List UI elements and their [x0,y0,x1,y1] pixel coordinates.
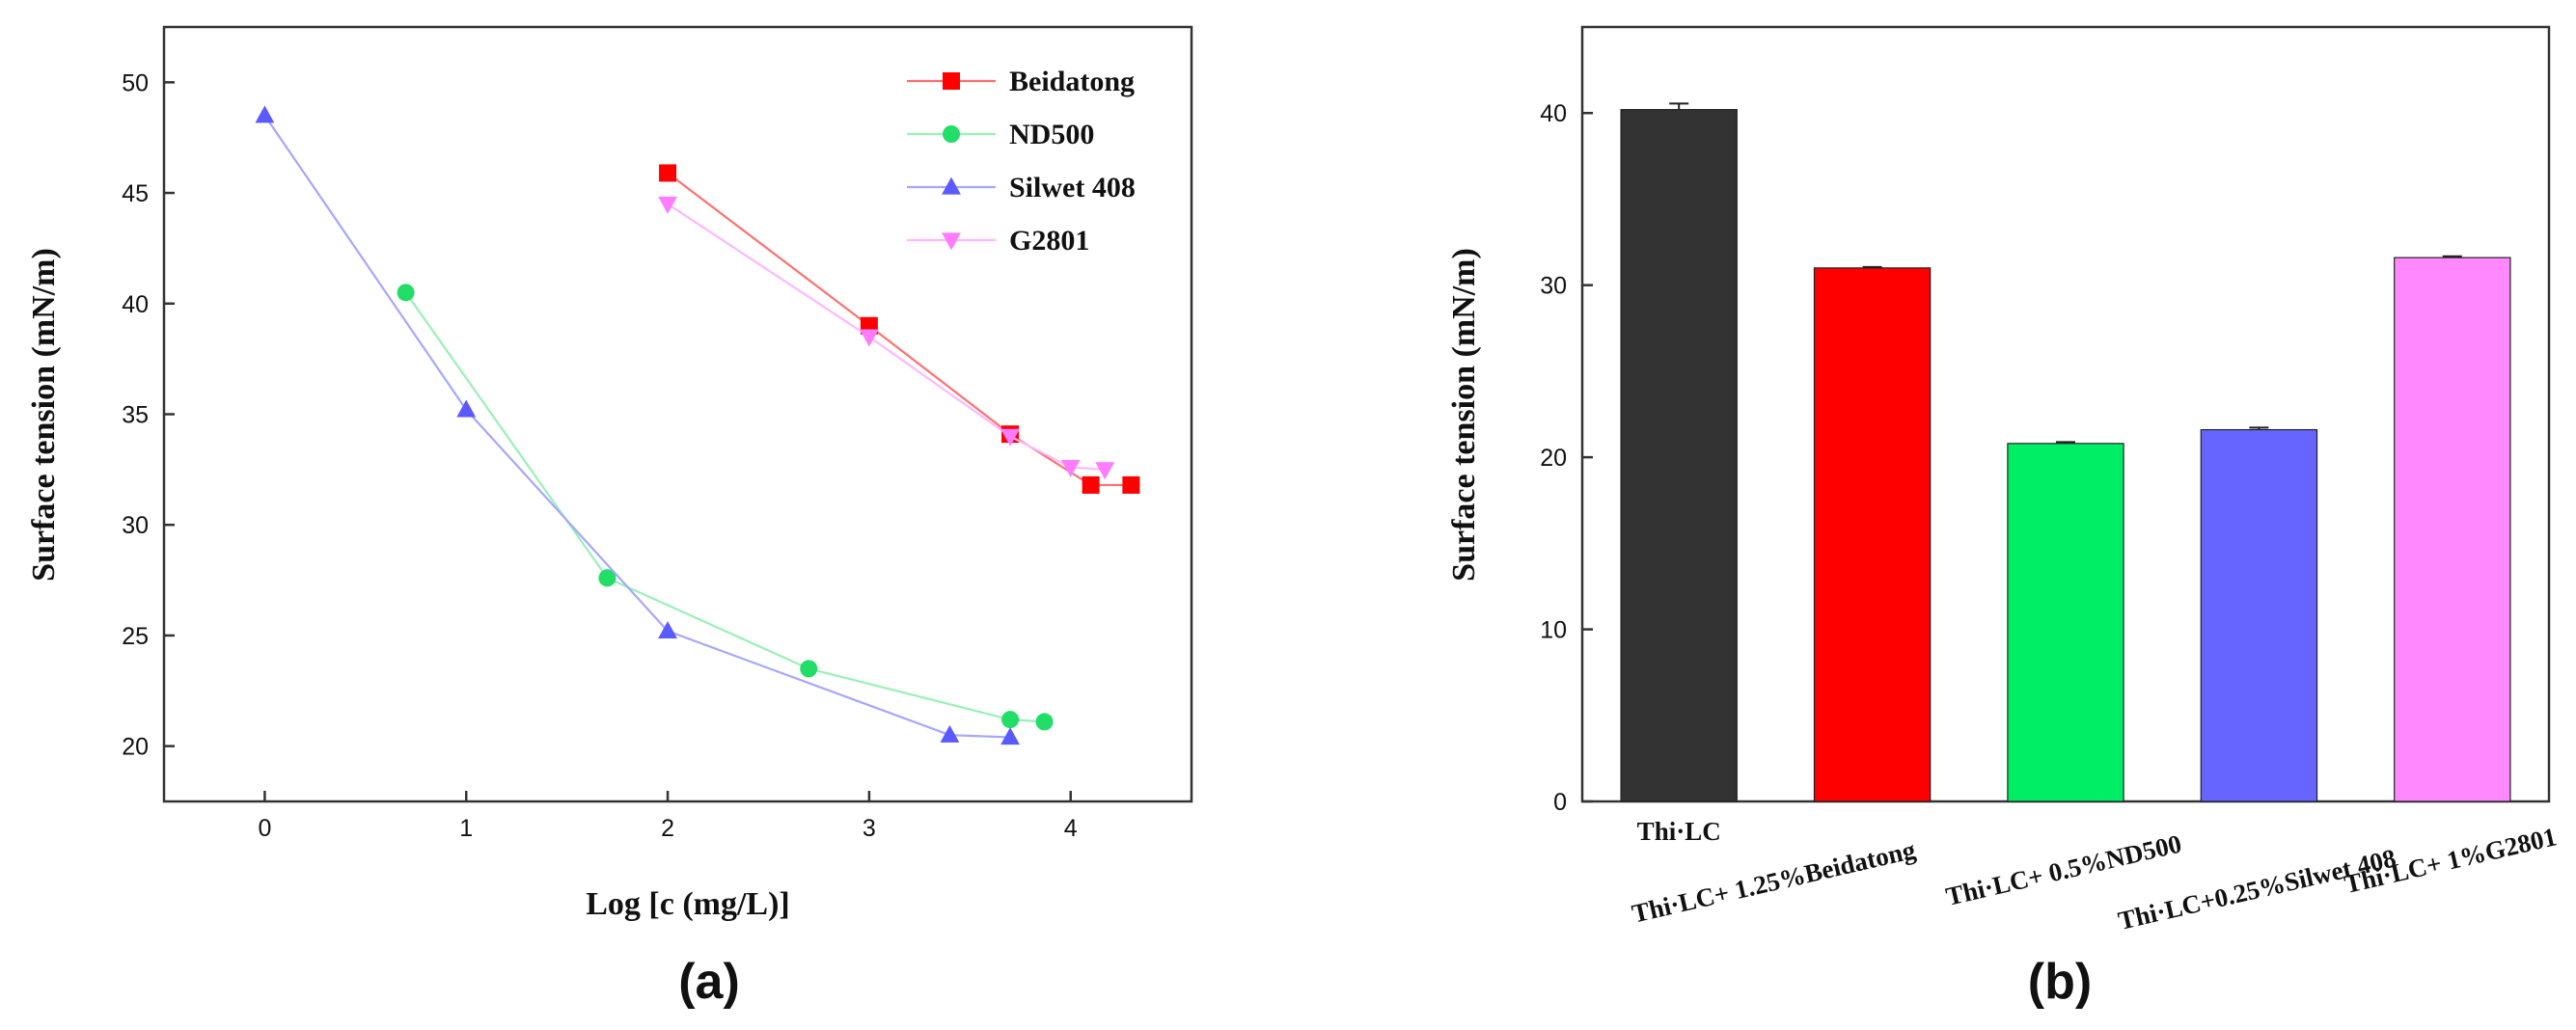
panel-label-b: (b) [2028,954,2092,1010]
legend-marker [942,232,961,251]
bar [2007,443,2124,802]
category-label: Thi·LC+ 1.25%Beidatong [1630,835,1919,929]
x-tick-label-a: 1 [459,815,473,842]
series-line [667,172,1132,487]
series-line [263,115,1011,739]
x-tick-label-a: 3 [863,815,876,842]
legend-marker [943,72,960,90]
data-point [1082,475,1100,494]
y-tick-label-b: 40 [1540,100,1567,127]
bar [2394,257,2511,802]
data-point [1060,459,1081,477]
data-point [940,724,960,743]
legend-marker [943,125,960,143]
data-point [1000,727,1020,745]
y-tick-label-a: 35 [122,402,149,429]
y-tick-label-b: 30 [1540,273,1567,300]
bar [1620,109,1738,802]
data-point [1122,475,1140,494]
y-tick-label-b: 20 [1540,445,1567,472]
data-point [1001,711,1020,729]
legend-label: G2801 [1009,225,1089,257]
y-tick-label-a: 45 [122,180,149,207]
data-point [598,569,617,587]
y-tick-label-a: 50 [122,69,149,96]
series-group-a [255,105,1140,745]
y-tick-label-b: 10 [1540,617,1567,644]
data-point [859,329,879,347]
y-tick-label-b: 0 [1553,789,1567,816]
axis-ticks-a: 0 1 2 3 4 20 25 30 35 40 45 50 [122,69,1078,842]
data-point [659,164,677,182]
data-point [1000,428,1020,447]
data-point [1035,713,1054,731]
y-axis-title-a: Surface tension (mN/m) [26,248,62,582]
y-tick-label-a: 30 [122,512,149,539]
data-point [255,105,275,123]
x-axis-title-a: Log [c (mg/L)] [586,886,790,922]
data-point [1095,462,1115,480]
legend-marker [942,176,961,195]
data-point [397,284,415,302]
legend-label: ND500 [1009,119,1094,150]
x-tick-label-a: 2 [661,815,674,842]
data-point [658,620,677,638]
data-point [456,399,477,418]
bar [2200,428,2318,802]
x-tick-label-a: 0 [258,815,271,842]
y-tick-label-a: 20 [122,734,149,761]
panel-label-a: (a) [678,954,740,1010]
bars-group-b [1620,102,2511,802]
category-label: Thi·LC [1637,817,1721,846]
x-tick-label-a: 4 [1064,815,1078,842]
data-point [658,196,677,214]
y-tick-label-a: 40 [122,291,149,318]
data-point [800,660,818,678]
series-line [404,291,1045,723]
line-chart-panel-a: 0 1 2 3 4 20 25 30 35 40 45 50 Beidatong ND500 Silwet… [26,25,1193,1010]
legend-label: Silwet 408 [1009,172,1136,203]
bar [1813,267,1932,802]
y-axis-title-b: Surface tension (mN/m) [1446,248,1482,582]
legend-label: Beidatong [1009,66,1135,97]
y-tick-label-a: 25 [122,623,149,650]
legend-a: Beidatong ND500 Silwet 408 G2801 [907,66,1136,257]
